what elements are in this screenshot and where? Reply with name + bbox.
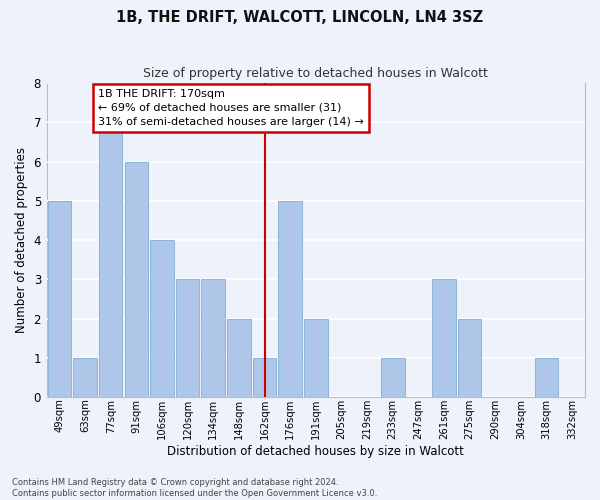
X-axis label: Distribution of detached houses by size in Walcott: Distribution of detached houses by size … — [167, 444, 464, 458]
Title: Size of property relative to detached houses in Walcott: Size of property relative to detached ho… — [143, 68, 488, 80]
Bar — [202, 280, 225, 397]
Bar — [99, 122, 122, 397]
Bar — [125, 162, 148, 397]
Bar — [535, 358, 559, 397]
Bar — [381, 358, 404, 397]
Text: 1B THE DRIFT: 170sqm
← 69% of detached houses are smaller (31)
31% of semi-detac: 1B THE DRIFT: 170sqm ← 69% of detached h… — [98, 89, 364, 127]
Bar — [458, 318, 481, 397]
Y-axis label: Number of detached properties: Number of detached properties — [15, 147, 28, 333]
Bar — [253, 358, 277, 397]
Bar — [150, 240, 174, 397]
Bar — [176, 280, 199, 397]
Text: 1B, THE DRIFT, WALCOTT, LINCOLN, LN4 3SZ: 1B, THE DRIFT, WALCOTT, LINCOLN, LN4 3SZ — [116, 10, 484, 25]
Bar — [73, 358, 97, 397]
Bar — [227, 318, 251, 397]
Bar — [304, 318, 328, 397]
Bar — [47, 201, 71, 397]
Bar — [278, 201, 302, 397]
Text: Contains HM Land Registry data © Crown copyright and database right 2024.
Contai: Contains HM Land Registry data © Crown c… — [12, 478, 377, 498]
Bar — [432, 280, 456, 397]
